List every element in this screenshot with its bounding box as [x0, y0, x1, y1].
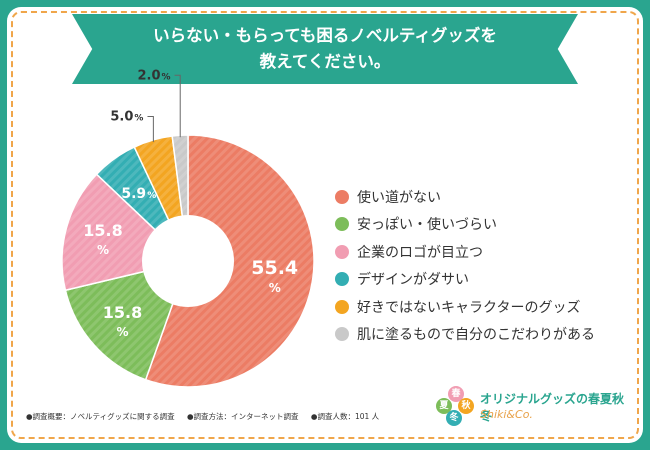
slice-label-6: 2.0%	[138, 68, 171, 83]
legend-item: 安っぽい・使いづらい	[335, 211, 595, 239]
slice-label-5: 5.0%	[110, 109, 143, 124]
title-line-1: いらない・もらっても困るノベルティグッズを	[153, 26, 497, 45]
donut-hole	[142, 215, 234, 307]
legend-label: デザインがダサい	[357, 272, 469, 289]
survey-footnotes: ●調査概要：ノベルティグッズに関する調査 ●調査方法：インターネット調査 ●調査…	[26, 411, 389, 422]
legend-label: 使い道がない	[357, 189, 441, 206]
legend-item: デザインがダサい	[335, 266, 595, 294]
season-badge-2: 夏	[436, 398, 452, 414]
slice-label-3: 15.8%	[83, 221, 122, 257]
footnote-overview: ●調査概要：ノベルティグッズに関する調査	[26, 412, 175, 421]
legend-label: 好きではないキャラクターのグッズ	[357, 299, 581, 316]
leader-line-6	[174, 74, 181, 138]
season-badge-3: 秋	[458, 398, 474, 414]
leader-line-5	[147, 115, 154, 142]
slice-label-2: 15.8%	[103, 303, 142, 339]
legend-label: 安っぽい・使いづらい	[357, 217, 497, 234]
footnote-count: ●調査人数：101 人	[310, 412, 380, 421]
legend-swatch	[335, 299, 349, 314]
legend-item: 企業のロゴが目立つ	[335, 238, 595, 266]
season-badge-1: 春	[448, 386, 464, 402]
brand-subtitle: Shiki&Co.	[480, 408, 533, 421]
legend-item: 使い道がない	[335, 183, 595, 211]
legend-swatch	[335, 217, 349, 232]
title-banner: いらない・もらっても困るノベルティグッズを 教えてください。	[72, 14, 578, 84]
slice-label-1: 55.4%	[251, 257, 298, 295]
legend-label: 肌に塗るもので自分のこだわりがある	[357, 327, 595, 344]
legend-swatch	[335, 244, 349, 259]
dashed-border	[11, 11, 639, 439]
legend-item: 肌に塗るもので自分のこだわりがある	[335, 321, 595, 349]
slice-label-4: 5.9%	[121, 186, 156, 202]
footnote-method: ●調査方法：インターネット調査	[186, 412, 299, 421]
legend-label: 企業のロゴが目立つ	[357, 244, 483, 261]
title-line-2: 教えてください。	[259, 52, 391, 71]
legend-swatch	[335, 272, 349, 287]
brand-name: オリジナルグッズの春夏秋冬	[480, 392, 625, 423]
season-badge-4: 冬	[446, 410, 462, 426]
legend-item: 好きではないキャラクターのグッズ	[335, 293, 595, 321]
legend-swatch	[335, 189, 349, 204]
legend-swatch	[335, 327, 349, 342]
brand-logo: 春 夏 秋 冬 オリジナルグッズの春夏秋冬 Shiki&Co.	[436, 386, 626, 430]
season-badges: 春 夏 秋 冬	[436, 386, 476, 428]
chart-legend: 使い道がない安っぽい・使いづらい 企業のロゴが目立つ デザインがダサい好きではないキ…	[335, 183, 595, 348]
